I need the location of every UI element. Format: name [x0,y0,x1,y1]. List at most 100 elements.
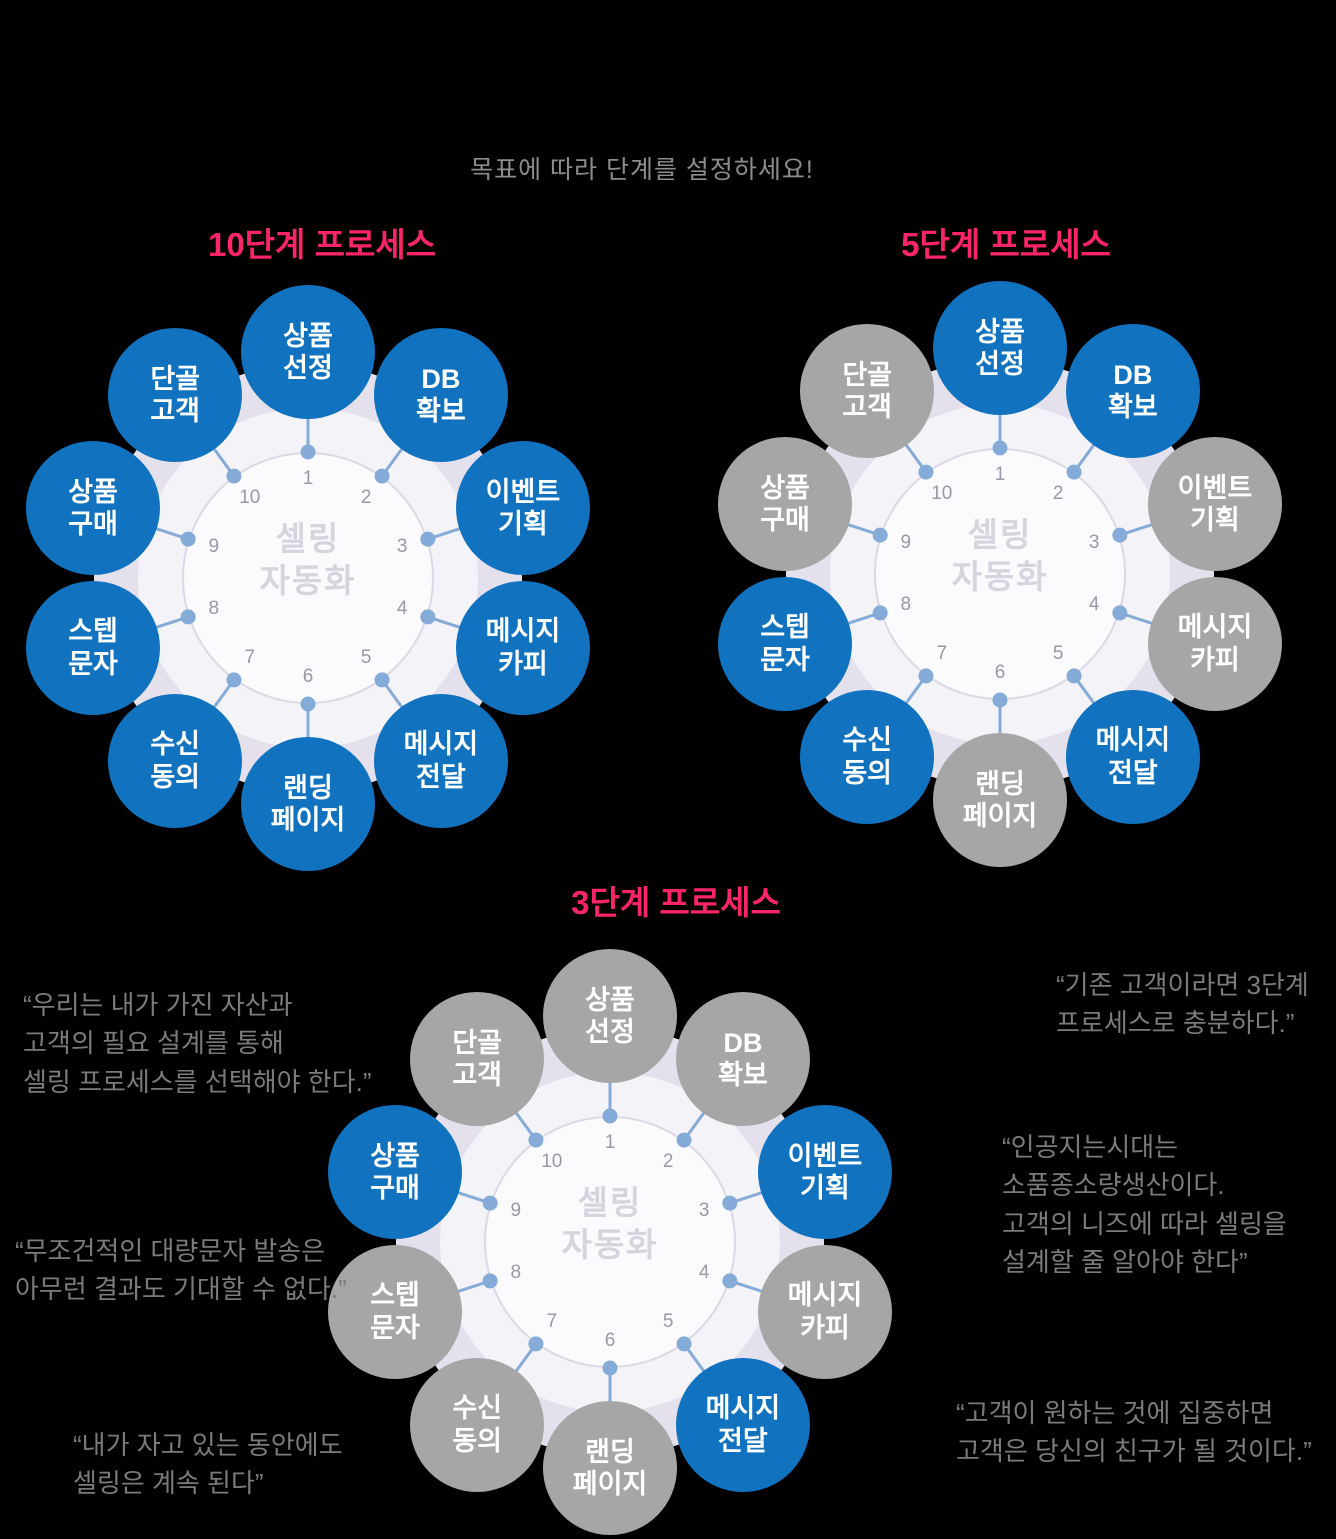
connector-dot [226,672,242,688]
step-number: 7 [244,647,256,669]
step-number: 1 [994,464,1006,485]
step-number: 8 [208,597,220,619]
step-number: 10 [239,486,261,508]
diagram-center-label: 셀링 자동화 [951,516,1049,596]
step-number: 4 [1088,593,1100,615]
connector-dot [420,531,436,547]
process-diagram-3step: 셀링 자동화 1 상품 선정 2 DB 확보 3 이벤트 기획 4 메시지 카피 5 메시지 전달 6… [300,932,920,1539]
connector-dot [528,1132,544,1148]
diagram-title-10step: 10단계 프로세스 [207,226,437,263]
connector-dot [676,1336,692,1352]
step-bubble-inactive: 단골 고객 [800,324,935,459]
connector-dot [482,1195,498,1211]
step-bubble-inactive: 수신 동의 [410,1357,545,1492]
step-bubble-inactive: 스텝 문자 [328,1244,463,1379]
connector-dot [992,440,1008,456]
step-number: 7 [936,643,948,665]
step-number: 4 [396,597,408,619]
connector-dot [1112,527,1128,543]
connector-dot [602,1360,618,1376]
step-number: 4 [698,1261,710,1283]
process-diagram-5step: 셀링 자동화 1 상품 선정 2 DB 확보 3 이벤트 기획 4 메시지 카피 5 메시지 전달 6… [690,264,1310,884]
connector-dot [482,1273,498,1289]
step-bubble-inactive: 상품 구매 [718,437,853,572]
inner-ring [484,1116,736,1368]
step-bubble-active: 상품 선정 [933,281,1067,415]
step-bubble-active: DB 확보 [373,328,508,463]
diagram-center-label: 셀링 자동화 [561,1184,659,1264]
connector-dot [1066,464,1082,480]
connector-dot [676,1132,692,1148]
connector-layer [843,410,1157,738]
step-number: 3 [698,1200,710,1222]
step-bubble-active: 이벤트 기획 [455,441,590,576]
step-bubble-inactive: 랜딩 페이지 [933,733,1067,867]
step-bubble-active: 스텝 문자 [26,580,161,715]
step-number: 7 [546,1311,558,1333]
connector-dot [180,609,196,625]
connector-dot [602,1108,618,1124]
connector-layer [151,414,465,742]
connector-dot [374,468,390,484]
step-bubble-inactive: 메시지 카피 [1147,576,1282,711]
step-bubble-active: 메시지 전달 [1065,689,1200,824]
step-number: 1 [604,1132,616,1153]
step-number: 2 [662,1150,674,1172]
step-bubble-inactive: 이벤트 기획 [1147,437,1282,572]
step-bubble-active: 랜딩 페이지 [241,737,375,871]
step-number: 8 [510,1261,522,1283]
step-bubble-active: 메시지 전달 [675,1357,810,1492]
step-bubble-inactive: 메시지 카피 [757,1244,892,1379]
step-number: 5 [662,1311,674,1333]
connector-dot [918,668,934,684]
diagram-center-label: 셀링 자동화 [259,520,357,600]
connector-dot [872,527,888,543]
step-bubble-active: 단골 고객 [108,328,243,463]
inner-ring [182,452,434,704]
connector-dot [1112,605,1128,621]
connector-dot [180,531,196,547]
step-number: 6 [994,662,1006,683]
step-number: 9 [510,1200,522,1222]
step-number: 6 [604,1330,616,1351]
connector-dot [300,696,316,712]
connector-dot [872,605,888,621]
connector-dot [722,1273,738,1289]
quote-text: “기존 고객이라면 3단계 프로세스로 충분하다.” [1056,970,1309,1039]
step-number: 6 [302,666,314,687]
quote-text: “우리는 내가 가진 자산과 고객의 필요 설계를 통해 셀링 프로세스를 선택… [23,990,372,1097]
step-bubble-active: 수신 동의 [108,693,243,828]
step-bubble-active: 상품 구매 [328,1105,463,1240]
step-number: 1 [302,468,314,489]
step-bubble-active: 스텝 문자 [718,576,853,711]
inner-ring [874,448,1126,700]
connector-dot [918,464,934,480]
step-number: 8 [900,593,912,615]
step-bubble-inactive: 상품 선정 [543,949,677,1083]
step-bubble-inactive: 단골 고객 [410,992,545,1127]
connector-dot [300,444,316,460]
step-number: 5 [1052,643,1064,665]
step-number: 2 [360,486,372,508]
step-bubble-active: 메시지 전달 [373,693,508,828]
connector-layer [453,1078,767,1406]
step-number: 10 [541,1150,563,1172]
step-bubble-inactive: DB 확보 [675,992,810,1127]
connector-dot [226,468,242,484]
process-diagram-10step: 셀링 자동화 1 상품 선정 2 DB 확보 3 이벤트 기획 4 메시지 카피 5 메시지 전달 6… [0,268,618,888]
connector-dot [528,1336,544,1352]
connector-dot [722,1195,738,1211]
step-bubble-active: 상품 선정 [241,285,375,419]
quote-text: “고객이 원하는 것에 집중하면 고객은 당신의 친구가 될 것이다.” [956,1398,1312,1467]
quote-text: “내가 자고 있는 동안에도 셀링은 계속 된다” [73,1430,343,1499]
quote-text: “무조건적인 대량문자 발송은 아무런 결과도 기대할 수 없다.” [15,1236,347,1305]
diagram-title-3step: 3단계 프로세스 [571,884,781,921]
step-number: 10 [931,482,953,504]
step-bubble-active: 이벤트 기획 [757,1105,892,1240]
connector-dot [420,609,436,625]
step-bubble-active: 메시지 카피 [455,580,590,715]
step-number: 3 [396,536,408,558]
step-bubble-active: DB 확보 [1065,324,1200,459]
step-bubble-active: 수신 동의 [800,689,935,824]
